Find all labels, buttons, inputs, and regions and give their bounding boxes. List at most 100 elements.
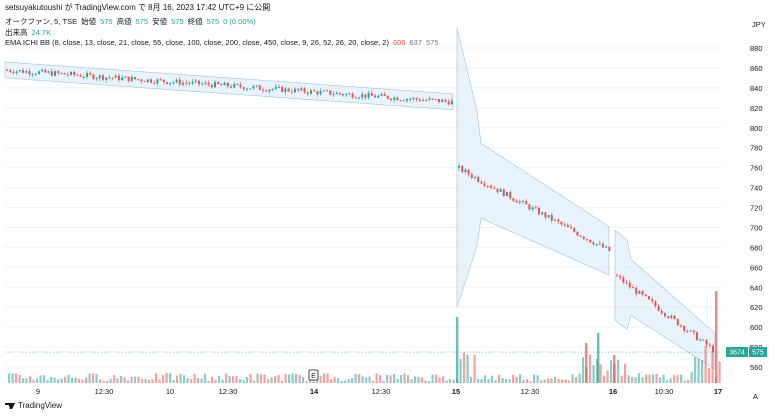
volume-bar	[130, 377, 133, 383]
candle-down	[230, 86, 232, 88]
y-tick-label: 600	[750, 323, 763, 332]
candle-up	[332, 94, 335, 96]
y-tick-label: 820	[750, 104, 763, 113]
volume-bar	[655, 373, 658, 383]
candle-down	[134, 76, 136, 80]
bollinger-band-area	[4, 61, 454, 111]
candle-down	[712, 345, 714, 353]
candle-down	[616, 275, 618, 277]
candle-up	[441, 99, 444, 103]
candle-down	[12, 71, 15, 74]
candle-up	[689, 330, 692, 332]
volume-bar	[547, 378, 550, 383]
volume-bar	[704, 345, 707, 383]
low-label: 安値	[152, 17, 168, 26]
volume-bar	[18, 374, 21, 383]
candle-up	[699, 339, 702, 341]
volume-bar	[687, 380, 690, 383]
volume-bar	[253, 380, 256, 383]
candle-up	[31, 74, 34, 76]
candle-down	[22, 70, 24, 73]
candle-up	[201, 83, 204, 85]
candle-down	[108, 77, 111, 79]
volume-bar	[78, 378, 81, 383]
candle-up	[638, 290, 641, 294]
y-tick-label: 760	[750, 164, 763, 173]
volume-label[interactable]: 出来高	[5, 27, 28, 37]
candle-down	[153, 82, 156, 84]
candle-down	[660, 310, 663, 314]
volume-bar	[554, 376, 557, 383]
volume-bar	[652, 374, 655, 383]
candle-down	[217, 81, 220, 85]
volume-bar	[379, 374, 382, 383]
candle-down	[557, 219, 560, 222]
volume-bar	[638, 373, 641, 383]
indicator-label[interactable]: EMA ICHI BB (8, close, 13, close, 21, cl…	[5, 38, 389, 47]
volume-bar	[120, 376, 123, 383]
candle-down	[622, 277, 625, 283]
candle-up	[156, 79, 159, 84]
candle-down	[528, 204, 531, 210]
candle-down	[566, 224, 569, 228]
tradingview-logo-icon	[5, 402, 15, 409]
auto-scale-button[interactable]: A	[753, 392, 759, 401]
candle-down	[73, 71, 76, 75]
candle-down	[79, 75, 82, 77]
candle-down	[582, 236, 585, 239]
volume-bar	[599, 364, 602, 383]
candle-up	[95, 78, 98, 80]
volume-bar	[708, 368, 711, 383]
grid-lines	[5, 47, 722, 368]
volume-bar	[151, 379, 154, 383]
volume-bar	[246, 377, 249, 383]
x-tick-label: 12:30	[219, 387, 238, 396]
indicator-value-1: 606	[392, 38, 406, 47]
volume-bar	[641, 377, 644, 383]
candle-down	[418, 99, 421, 101]
candle-up	[518, 201, 521, 203]
volume-bar	[424, 380, 427, 383]
currency-label[interactable]: JPY	[752, 20, 766, 29]
y-tick-label: 560	[750, 363, 763, 372]
candle-down	[447, 101, 450, 105]
candle-down	[383, 94, 386, 96]
candle-up	[105, 77, 108, 80]
candle-up	[70, 71, 72, 75]
volume-bar	[137, 376, 140, 383]
volume-bar	[200, 378, 203, 383]
volume-bar	[50, 376, 53, 383]
candle-down	[509, 191, 512, 199]
volume-bar	[298, 374, 301, 383]
candle-down	[63, 73, 66, 75]
volume-bar	[431, 374, 434, 383]
volume-bar	[501, 377, 504, 383]
candle-down	[313, 90, 316, 92]
volume-spike	[456, 317, 459, 383]
volume-bar	[578, 373, 581, 383]
volume-bar	[386, 374, 389, 383]
y-tick-label: 740	[750, 184, 763, 193]
volume-bar	[235, 376, 238, 383]
volume-bar	[95, 374, 98, 383]
bollinger-band-area	[614, 229, 716, 370]
symbol-label[interactable]: オークファン, 5, TSE	[5, 17, 78, 26]
x-tick-label: 17	[714, 387, 722, 396]
candle-up	[18, 70, 21, 72]
candle-down	[651, 299, 654, 302]
candle-up	[335, 92, 338, 95]
volume-bar	[701, 360, 704, 383]
bollinger-band	[4, 28, 716, 370]
candle-down	[573, 228, 576, 232]
candle-up	[249, 88, 252, 90]
volume-bar	[183, 375, 186, 383]
volume-bar	[284, 374, 287, 383]
candle-down	[570, 227, 572, 229]
candle-up	[300, 88, 303, 91]
volume-bar	[333, 376, 336, 383]
event-marker: E	[311, 373, 316, 380]
volume-bar	[428, 380, 431, 383]
volume-bar	[232, 376, 235, 383]
volume-bar	[606, 370, 609, 383]
